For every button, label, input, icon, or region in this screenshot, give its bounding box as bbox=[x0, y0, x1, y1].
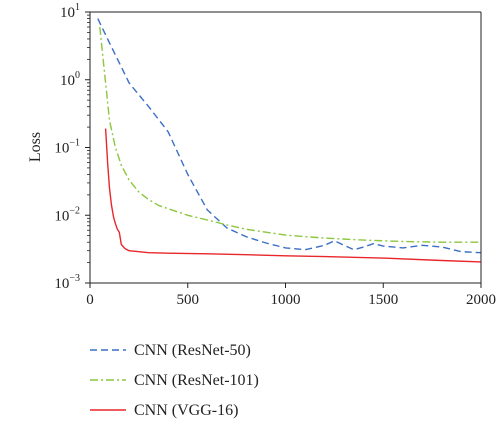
x-tick-label: 0 bbox=[86, 292, 94, 308]
axis-layer: 0 500 1000 1500 2000 101 100 10−1 10−2 10−3 bbox=[54, 2, 496, 308]
series-line-2 bbox=[99, 26, 481, 243]
series-line-3 bbox=[104, 128, 481, 263]
x-tick-label: 2000 bbox=[466, 292, 496, 308]
x-tick-label: 1500 bbox=[368, 292, 398, 308]
y-axis-title: Loss bbox=[27, 132, 44, 162]
y-tick-label: 100 bbox=[60, 70, 80, 89]
legend: CNN (ResNet-50) CNN (ResNet-101) CNN (VGG-… bbox=[90, 342, 259, 419]
x-tick-label: 1000 bbox=[271, 292, 301, 308]
series-layer bbox=[97, 18, 481, 263]
legend-label-2: CNN (ResNet-101) bbox=[134, 372, 259, 389]
legend-label-3: CNN (VGG-16) bbox=[134, 402, 238, 419]
x-tick-label: 500 bbox=[177, 292, 200, 308]
y-tick-label: 101 bbox=[60, 2, 80, 21]
y-tick-label: 10−1 bbox=[54, 138, 80, 157]
legend-label-1: CNN (ResNet-50) bbox=[134, 342, 251, 359]
y-tick-label: 10−3 bbox=[54, 273, 80, 292]
series-line-1 bbox=[97, 18, 481, 254]
y-tick-label: 10−2 bbox=[54, 205, 80, 224]
